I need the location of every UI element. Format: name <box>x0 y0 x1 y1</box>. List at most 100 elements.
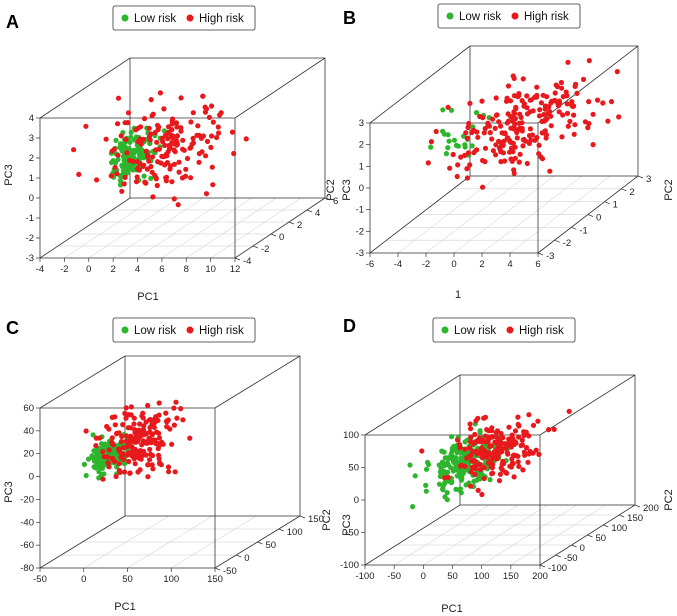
high-risk-point <box>162 142 168 148</box>
x-tick-label: 2 <box>479 259 484 270</box>
high-risk-point <box>118 454 124 460</box>
high-risk-point <box>112 422 118 428</box>
high-risk-point <box>134 174 140 180</box>
y-tick-label: 200 <box>643 503 659 514</box>
z-tick-label: 60 <box>23 403 34 414</box>
high-risk-point <box>526 433 532 439</box>
high-risk-point <box>203 191 210 197</box>
low-risk-point <box>450 468 456 474</box>
legend-marker-high <box>186 326 194 334</box>
high-risk-point <box>500 150 506 156</box>
high-risk-point <box>585 125 591 131</box>
high-risk-point <box>149 452 156 459</box>
high-risk-point <box>203 153 209 159</box>
high-risk-point <box>150 111 156 117</box>
high-risk-point <box>140 136 146 142</box>
plot-box <box>39 355 301 569</box>
low-risk-point <box>445 132 451 138</box>
high-risk-point <box>464 166 470 172</box>
high-risk-point <box>156 435 163 441</box>
high-risk-point <box>515 459 521 465</box>
high-risk-point <box>487 130 493 136</box>
high-risk-point <box>458 154 464 160</box>
x-tick-label: 6 <box>535 259 540 270</box>
high-risk-point <box>516 434 522 440</box>
y-tick-mark <box>270 233 277 237</box>
high-risk-point <box>458 463 464 469</box>
high-risk-point <box>200 93 206 99</box>
high-risk-point <box>134 165 140 171</box>
high-risk-point <box>472 431 478 438</box>
high-risk-point <box>466 120 472 127</box>
low-risk-point <box>449 434 455 440</box>
high-risk-point <box>549 98 555 104</box>
low-risk-point <box>96 464 102 470</box>
high-risk-point <box>479 98 485 104</box>
box-edge <box>234 197 326 259</box>
x-tick-label: -100 <box>355 571 374 582</box>
high-risk-point <box>542 106 548 112</box>
high-risk-point <box>178 406 184 412</box>
high-risk-point <box>143 148 149 154</box>
x-tick-label: 150 <box>207 574 223 585</box>
high-risk-point <box>116 446 122 452</box>
high-risk-point <box>163 418 170 424</box>
high-risk-point <box>475 415 481 421</box>
high-risk-point <box>511 93 517 99</box>
low-risk-point <box>462 142 468 148</box>
high-risk-point <box>499 461 505 467</box>
high-risk-point <box>518 443 524 449</box>
high-risk-point <box>125 110 132 116</box>
legend-label-high: High risk <box>199 325 244 337</box>
high-risk-point <box>507 463 513 469</box>
high-risk-point <box>148 131 154 137</box>
high-risk-point <box>510 149 516 155</box>
high-risk-point <box>119 433 125 439</box>
high-risk-point <box>605 118 611 124</box>
high-risk-point <box>512 121 518 127</box>
high-risk-point <box>171 422 177 428</box>
high-risk-point <box>614 69 620 75</box>
high-risk-point <box>513 440 519 446</box>
y-tick-mark <box>571 227 577 230</box>
high-risk-point <box>231 150 237 157</box>
high-risk-point <box>83 428 89 434</box>
low-risk-point <box>462 439 468 445</box>
high-risk-point <box>486 460 492 466</box>
high-risk-point <box>141 116 148 122</box>
high-risk-point <box>528 137 534 143</box>
high-risk-point <box>114 430 120 436</box>
high-risk-point <box>103 136 109 142</box>
high-risk-point <box>595 97 601 103</box>
x-axis-label: PC1 <box>441 603 462 615</box>
high-risk-point <box>558 79 565 86</box>
floor-grid-line <box>88 197 179 259</box>
high-risk-point <box>113 473 119 480</box>
high-risk-point <box>156 400 162 406</box>
high-risk-point <box>445 474 451 480</box>
high-risk-point <box>179 175 186 181</box>
panel-c: C Low risk High risk -50 0 50 100 150-500501… <box>3 317 333 613</box>
high-risk-point <box>171 161 178 167</box>
high-risk-point <box>468 426 474 432</box>
high-risk-point <box>571 112 577 118</box>
z-tick-label: 40 <box>23 426 34 437</box>
legend-label-high: High risk <box>524 11 569 23</box>
y-tick-mark <box>252 245 259 249</box>
high-risk-point <box>173 399 179 405</box>
y-tick-label: 150 <box>308 514 324 525</box>
high-risk-point <box>467 421 473 427</box>
high-risk-point <box>511 109 517 115</box>
high-risk-point <box>128 436 134 443</box>
high-risk-point <box>229 129 236 135</box>
low-risk-point <box>444 490 450 496</box>
axis-ticks: -50 0 50 100 150-50050100150-80-60-40-200204… <box>20 403 324 585</box>
high-risk-point <box>149 462 155 468</box>
high-risk-point <box>506 424 512 430</box>
high-risk-point <box>131 421 137 427</box>
x-tick-label: 50 <box>122 574 133 585</box>
legend-marker-low <box>446 12 454 20</box>
high-risk-point <box>173 120 180 126</box>
high-risk-point <box>471 150 477 156</box>
